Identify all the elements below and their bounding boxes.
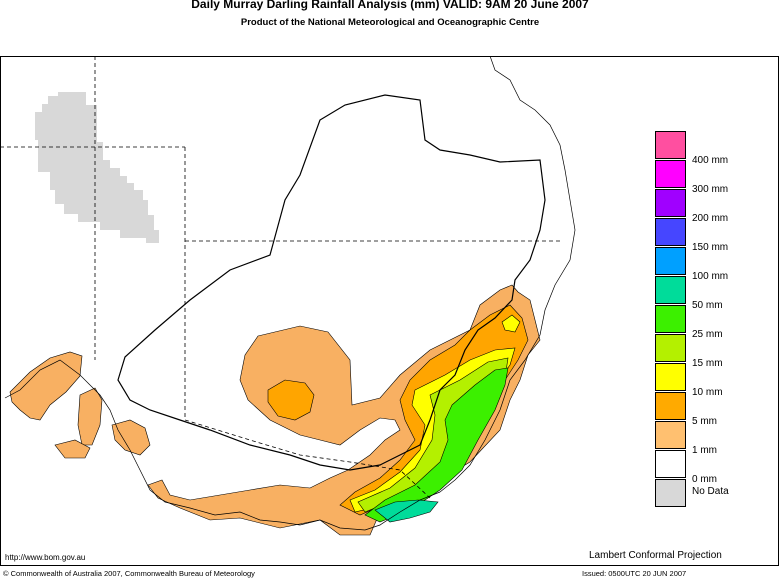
- projection-label: Lambert Conformal Projection: [589, 550, 722, 561]
- legend-label-50mm: 50 mm: [692, 300, 723, 311]
- legend-swatch-25mm: [655, 305, 686, 333]
- legend-swatch-200mm: [655, 189, 686, 217]
- rain-5mm-central: [267, 379, 315, 421]
- legend-swatch-300mm: [655, 160, 686, 188]
- legend-swatch-150mm: [655, 218, 686, 246]
- legend-label-25mm: 25 mm: [692, 329, 723, 340]
- rain-1mm-eyre: [9, 351, 83, 421]
- map-title: Daily Murray Darling Rainfall Analysis (…: [191, 0, 589, 11]
- legend-swatch-10mm: [655, 363, 686, 391]
- coastline-south: [4, 359, 441, 531]
- issued-time: Issued: 0500UTC 20 JUN 2007: [582, 569, 687, 578]
- rainfall-map: [0, 56, 576, 536]
- legend-label-200mm: 200 mm: [692, 213, 729, 224]
- copyright: © Commonwealth of Australia 2007, Common…: [3, 569, 255, 578]
- legend-label-10mm: 10 mm: [692, 387, 723, 398]
- map-frame: [0, 56, 779, 566]
- legend-swatch-5mm: [655, 392, 686, 420]
- legend-label-0mm: 0 mm: [692, 474, 717, 485]
- map-subtitle: Product of the National Meteorological a…: [240, 17, 540, 28]
- rain-50mm: [374, 499, 439, 523]
- legend-swatch-0mm: [655, 450, 686, 478]
- state-border-nsw-vic: [184, 419, 431, 499]
- legend-swatch-400mm: [655, 131, 686, 159]
- legend-label-5mm: 5 mm: [692, 416, 717, 427]
- rain-1mm-gulf: [111, 419, 151, 456]
- rain-10mm-north: [501, 314, 521, 333]
- rain-25mm: [364, 367, 509, 523]
- legend-swatch-100mm: [655, 247, 686, 275]
- legend-swatch-50mm: [655, 276, 686, 304]
- legend-swatch-no-data: [655, 479, 686, 507]
- legend-label-300mm: 300 mm: [692, 184, 729, 195]
- coastline-east: [439, 56, 576, 493]
- rain-1mm-yorke: [77, 387, 103, 446]
- rain-1mm-kangaroo: [54, 439, 91, 459]
- legend-label-no-data: No Data: [692, 486, 729, 497]
- no-data-area: [35, 92, 159, 243]
- legend-label-150mm: 150 mm: [692, 242, 729, 253]
- legend-swatch-15mm: [655, 334, 686, 362]
- legend-label-1mm: 1 mm: [692, 445, 717, 456]
- source-url: http://www.bom.gov.au: [5, 553, 86, 562]
- legend-label-100mm: 100 mm: [692, 271, 729, 282]
- legend-label-15mm: 15 mm: [692, 358, 723, 369]
- legend-label-400mm: 400 mm: [692, 155, 729, 166]
- legend-swatch-1mm: [655, 421, 686, 449]
- basin-boundary: [117, 94, 546, 471]
